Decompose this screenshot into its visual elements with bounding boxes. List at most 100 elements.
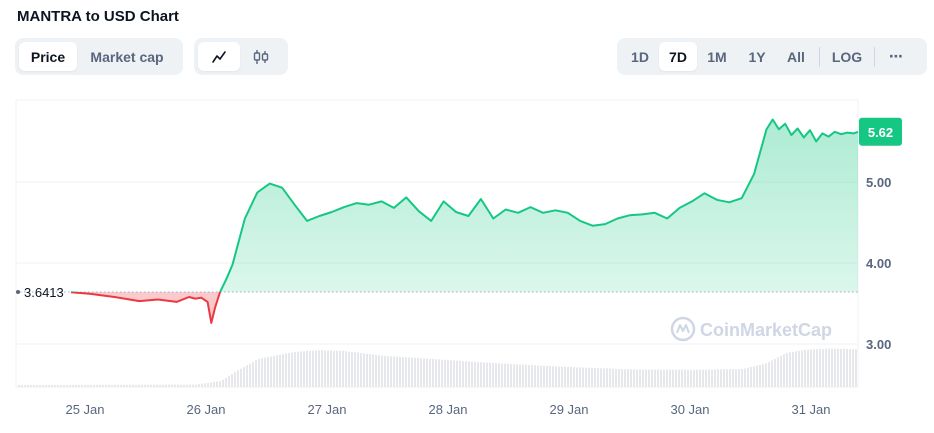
volume-bar xyxy=(294,351,296,387)
volume-bar xyxy=(726,369,728,387)
volume-bar xyxy=(477,361,479,387)
volume-bar xyxy=(645,369,647,387)
line-chart-button[interactable] xyxy=(198,42,240,71)
volume-bar xyxy=(42,385,44,387)
volume-bar xyxy=(456,360,458,387)
volume-bar xyxy=(789,352,791,387)
volume-bar xyxy=(615,368,617,387)
price-area-down xyxy=(71,292,858,323)
volume-bar xyxy=(642,369,644,387)
volume-bar xyxy=(582,367,584,387)
volume-bar xyxy=(60,385,62,387)
volume-bar xyxy=(369,354,371,387)
volume-bar xyxy=(87,384,89,387)
volume-bar xyxy=(840,348,842,387)
volume-bar xyxy=(549,366,551,387)
price-area-up xyxy=(220,119,858,293)
volume-bar xyxy=(138,384,140,387)
volume-bar xyxy=(792,351,794,387)
x-tick-label: 28 Jan xyxy=(428,402,467,417)
volume-bar xyxy=(273,355,275,387)
volume-bar xyxy=(741,369,743,387)
volume-bar xyxy=(576,367,578,387)
volume-bar xyxy=(126,384,128,387)
volume-bar xyxy=(486,362,488,387)
volume-bar xyxy=(414,357,416,387)
volume-bar xyxy=(624,369,626,387)
tab-market-cap[interactable]: Market cap xyxy=(90,48,164,65)
candlestick-icon xyxy=(253,49,269,64)
volume-bar xyxy=(540,365,542,387)
x-tick-label: 25 Jan xyxy=(65,402,104,417)
volume-bar xyxy=(480,362,482,387)
volume-bar xyxy=(174,384,176,387)
volume-bar xyxy=(603,368,605,387)
volume-bar xyxy=(216,381,218,387)
volume-bar xyxy=(147,384,149,387)
volume-bar xyxy=(738,369,740,387)
volume-bar xyxy=(348,351,350,387)
volume-bar xyxy=(519,364,521,387)
tab-price[interactable]: Price xyxy=(19,42,77,71)
x-tick-label: 27 Jan xyxy=(307,402,346,417)
volume-bar xyxy=(423,358,425,387)
volume-bar xyxy=(636,369,638,387)
volume-bar xyxy=(21,385,23,387)
volume-bar xyxy=(225,377,227,387)
volume-bar xyxy=(354,352,356,387)
volume-bar xyxy=(489,362,491,387)
range-1d-button[interactable]: 1D xyxy=(631,48,649,65)
volume-bar xyxy=(849,349,851,387)
volume-bar xyxy=(801,350,803,387)
volume-bar xyxy=(729,369,731,387)
volume-bar xyxy=(510,364,512,387)
volume-bar xyxy=(522,364,524,387)
volume-bar xyxy=(579,367,581,387)
log-scale-button[interactable]: LOG xyxy=(831,48,863,65)
range-all-button[interactable]: All xyxy=(787,48,805,65)
chart-type-toggle xyxy=(194,38,288,75)
volume-bar xyxy=(351,351,353,387)
volume-bar xyxy=(159,384,161,387)
volume-bar xyxy=(684,369,686,387)
volume-bar xyxy=(702,369,704,387)
volume-bar xyxy=(501,363,503,387)
reference-price-label: 3.6413 xyxy=(24,285,64,300)
volume-bar xyxy=(618,368,620,387)
volume-bar xyxy=(798,350,800,387)
volume-bar xyxy=(177,384,179,387)
volume-bar xyxy=(843,348,845,387)
volume-bar xyxy=(270,356,272,387)
volume-bar xyxy=(162,384,164,387)
volume-bar xyxy=(588,367,590,387)
volume-bar xyxy=(531,365,533,387)
volume-bar xyxy=(279,354,281,387)
candlestick-chart-button[interactable] xyxy=(240,42,282,71)
volume-bar xyxy=(594,368,596,387)
volume-bar xyxy=(366,353,368,387)
volume-bar xyxy=(462,360,464,387)
range-7d-button[interactable]: 7D xyxy=(659,42,697,71)
volume-bar xyxy=(447,360,449,387)
range-1m-button[interactable]: 1M xyxy=(707,48,727,65)
volume-bar xyxy=(156,384,158,387)
volume-bar xyxy=(213,382,215,387)
reference-price-dot xyxy=(16,290,20,295)
more-options-button[interactable]: ⋯ xyxy=(889,48,903,64)
volume-bar xyxy=(24,385,26,387)
volume-bar xyxy=(141,384,143,387)
volume-bar xyxy=(96,384,98,387)
volume-bar xyxy=(633,369,635,387)
volume-bar xyxy=(837,348,839,387)
volume-bar xyxy=(123,384,125,387)
range-1y-button[interactable]: 1Y xyxy=(748,48,766,65)
price-chart[interactable]: CoinMarketCap 5.00 4.00 3.00 25 Jan 26 Jan 2… xyxy=(0,90,934,428)
volume-bar xyxy=(318,350,320,387)
volume-bar xyxy=(297,351,299,387)
volume-bar xyxy=(306,351,308,387)
volume-bar xyxy=(687,369,689,387)
volume-bar xyxy=(705,369,707,387)
volume-bar xyxy=(165,384,167,387)
volume-bar xyxy=(585,367,587,387)
volume-bar xyxy=(759,364,761,387)
